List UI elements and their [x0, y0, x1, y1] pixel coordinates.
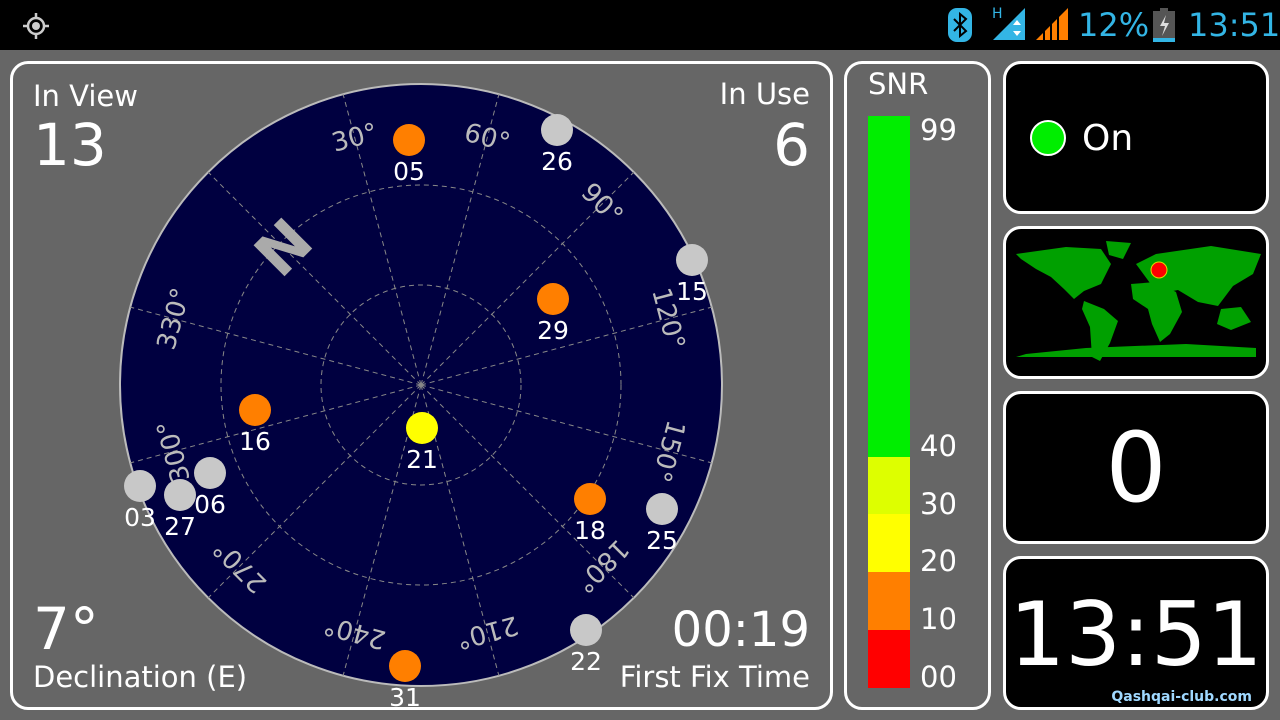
sky-view-panel: [10, 61, 833, 710]
clock-value: 13:51: [1009, 583, 1263, 686]
satellite-id: 31: [389, 683, 421, 712]
satellite-id: 25: [646, 526, 678, 555]
signal-icon: [1036, 8, 1068, 40]
clock-panel[interactable]: 13:51 Qashqai-club.com: [1003, 556, 1269, 710]
satellite-id: 22: [570, 647, 602, 676]
elevation-ring: [220, 184, 622, 586]
satellite-marker: [537, 283, 569, 315]
bluetooth-icon: [948, 8, 972, 42]
satellite-id: 06: [194, 490, 226, 519]
network-type: H: [992, 6, 1003, 22]
satellite-marker: [541, 114, 573, 146]
satellite-id: 27: [164, 512, 196, 541]
snr-band-0: [868, 630, 910, 688]
sky-radar: 30° 60°90°120°150°180°210°240°270°300°330…: [119, 83, 723, 687]
in-use-label: In Use: [719, 77, 810, 111]
gps-status-panel[interactable]: On: [1003, 61, 1269, 214]
satellite-id: 03: [124, 503, 156, 532]
status-dot-icon: [1030, 120, 1066, 156]
satellite-id: 18: [574, 516, 606, 545]
snr-band-30: [868, 457, 910, 514]
elevation-ring: [320, 284, 522, 486]
snr-title: SNR: [868, 67, 929, 101]
snr-band-20: [868, 514, 910, 572]
mobile-data-icon: [993, 8, 1025, 40]
satellite-marker: [389, 650, 421, 682]
snr-label: 40: [920, 429, 957, 463]
satellite-marker: [406, 412, 438, 444]
satellite-marker: [574, 483, 606, 515]
first-fix-label: First Fix Time: [619, 660, 810, 694]
snr-label: 99: [920, 113, 957, 147]
satellite-id: 26: [541, 147, 573, 176]
satellite-id: 16: [239, 427, 271, 456]
in-view-count: 13: [33, 111, 107, 179]
declination-label: Declination (E): [33, 660, 248, 694]
count-panel[interactable]: 0: [1003, 391, 1269, 544]
satellite-id: 15: [676, 277, 708, 306]
status-bar: H 12% 13:51: [0, 0, 1280, 50]
satellite-marker: [194, 457, 226, 489]
satellite-id: 29: [537, 316, 569, 345]
world-map: [1016, 241, 1261, 361]
satellite-marker: [676, 244, 708, 276]
gps-icon: [23, 13, 49, 39]
world-map-panel[interactable]: [1003, 226, 1269, 379]
satellite-marker: [393, 124, 425, 156]
snr-label: 30: [920, 487, 957, 521]
satellite-id: 21: [406, 445, 438, 474]
satellite-marker: [124, 470, 156, 502]
count-value: 0: [1105, 412, 1167, 524]
clock: 13:51: [1188, 6, 1280, 44]
battery-charging-icon: [1153, 8, 1175, 42]
satellite-marker: [646, 493, 678, 525]
snr-panel: [844, 61, 991, 710]
satellite-marker: [239, 394, 271, 426]
snr-label: 20: [920, 544, 957, 578]
gps-status-label: On: [1082, 118, 1134, 159]
snr-band-10: [868, 572, 910, 630]
satellite-marker: [570, 614, 602, 646]
first-fix-time: 00:19: [671, 602, 810, 658]
snr-band-high: [868, 116, 910, 457]
in-use-count: 6: [773, 111, 810, 179]
watermark: Qashqai-club.com: [1111, 689, 1252, 705]
satellite-marker: [164, 479, 196, 511]
battery-percent: 12%: [1078, 6, 1150, 44]
satellite-id: 05: [393, 157, 425, 186]
snr-label: 00: [920, 660, 957, 694]
declination-value: 7°: [33, 595, 99, 663]
in-view-label: In View: [33, 79, 138, 113]
snr-label: 10: [920, 602, 957, 636]
